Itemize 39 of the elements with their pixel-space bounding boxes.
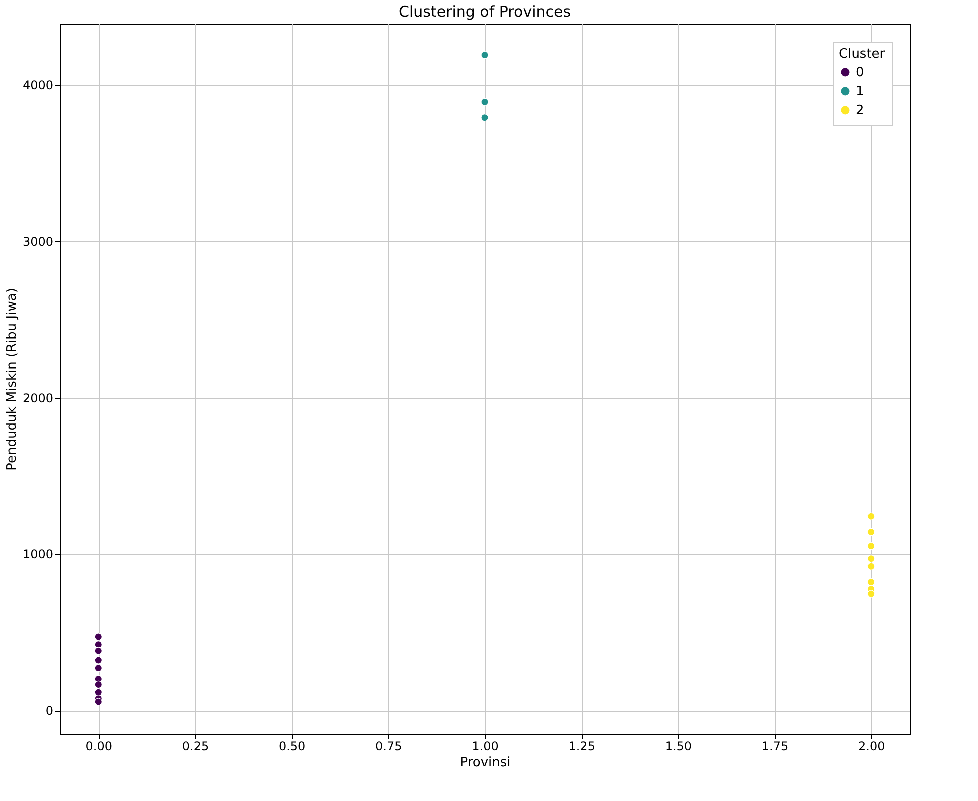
y-tick-label: 4000 xyxy=(22,78,54,92)
legend-label: 1 xyxy=(856,84,864,100)
point xyxy=(94,633,102,641)
legend-label: 0 xyxy=(856,66,864,80)
x-tick-label: 1.50 xyxy=(665,740,692,754)
point xyxy=(94,641,102,649)
point xyxy=(868,590,876,598)
point xyxy=(94,688,102,696)
point xyxy=(481,114,489,122)
y-axis-title: Penduduk Miskin (Ribu Jiwa) xyxy=(4,288,20,471)
y-tick-label: 3000 xyxy=(22,234,54,249)
point xyxy=(868,528,876,536)
point xyxy=(94,656,102,664)
point xyxy=(868,512,876,520)
x-tick-label: 2.00 xyxy=(858,740,886,754)
x-tick-label: 0.75 xyxy=(376,740,402,754)
y-tick-label: 1000 xyxy=(22,548,54,562)
y-tick-label: 2000 xyxy=(22,391,54,406)
point xyxy=(481,51,489,60)
point xyxy=(868,542,876,550)
x-tick-label: 0.25 xyxy=(182,740,210,754)
legend-label: 2 xyxy=(856,104,864,118)
legend-title: Cluster xyxy=(839,47,886,62)
point xyxy=(94,698,102,706)
x-tick-label: 1.75 xyxy=(762,740,789,754)
point xyxy=(481,98,489,106)
point xyxy=(94,664,102,672)
x-tick-label: 1.25 xyxy=(568,740,596,754)
point xyxy=(868,562,876,570)
x-axis-title: Provinsi xyxy=(460,756,511,770)
x-tick-label: 0.00 xyxy=(86,740,112,754)
y-tick-label: 0 xyxy=(46,704,54,718)
x-tick-label: 1.00 xyxy=(472,740,499,754)
point xyxy=(868,555,876,563)
x-tick-label: 0.50 xyxy=(278,740,306,754)
point xyxy=(94,647,102,655)
point xyxy=(94,680,102,689)
point xyxy=(868,578,876,586)
chart-title: Clustering of Provinces xyxy=(398,3,572,21)
